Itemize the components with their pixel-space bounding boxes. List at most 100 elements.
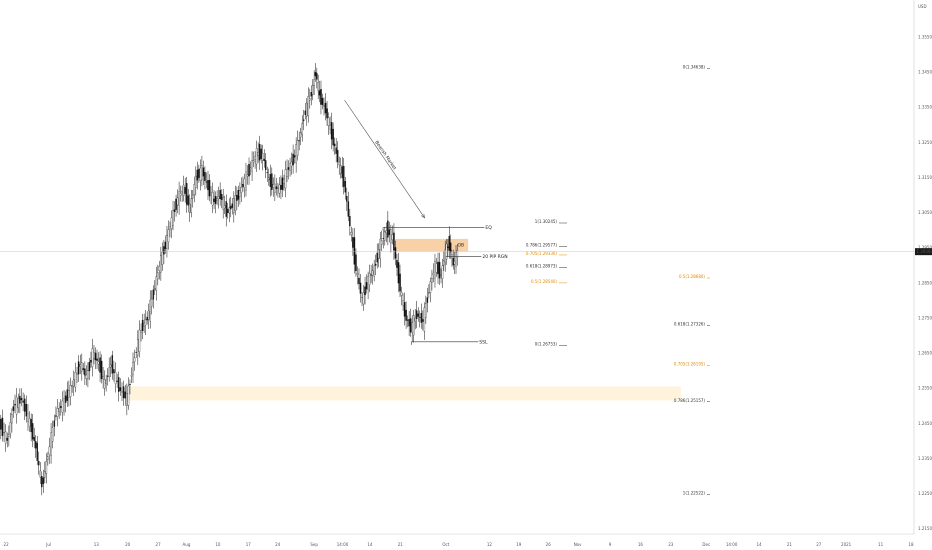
- candle-body: [97, 361, 100, 365]
- x-tick-label-20: 23: [668, 542, 674, 547]
- candle-body: [258, 144, 261, 161]
- candle-body: [230, 205, 232, 210]
- candle-body: [326, 108, 328, 119]
- candle-body: [277, 187, 279, 189]
- candle-body: [199, 167, 202, 181]
- candle-body: [100, 360, 103, 380]
- candle-body: [73, 379, 75, 387]
- candle-body: [393, 232, 395, 251]
- x-tick-label-8: 24: [275, 542, 281, 547]
- candle-body: [51, 427, 54, 442]
- candle-body: [12, 406, 15, 411]
- candle-body: [217, 196, 220, 200]
- candle-body: [335, 147, 337, 154]
- candle-body: [425, 303, 427, 318]
- candle-body: [330, 122, 333, 140]
- annotation-arrow-head: [421, 213, 426, 219]
- candle-body: [365, 282, 368, 290]
- candle-body: [257, 152, 259, 156]
- level-label-0: EQ: [485, 225, 492, 231]
- candle-body: [210, 192, 212, 195]
- x-tick-label-28: 18: [908, 542, 914, 547]
- candle-body: [109, 364, 112, 368]
- x-tick-label-24: 21: [787, 542, 793, 547]
- candle-body: [143, 322, 145, 327]
- candle-body: [411, 322, 413, 333]
- candle-body: [28, 418, 31, 427]
- x-tick-label-2: 13: [94, 542, 100, 547]
- candle-body: [185, 183, 188, 205]
- candle-body: [455, 251, 457, 267]
- candle-body: [140, 330, 142, 333]
- y-tick-label-9: 1.26500: [918, 351, 932, 356]
- candle-body: [4, 431, 7, 444]
- x-tick-label-15: 19: [516, 542, 522, 547]
- candle-body: [56, 408, 59, 417]
- candle-body: [321, 97, 324, 106]
- candle-body: [61, 400, 64, 413]
- candle-body: [431, 278, 433, 283]
- candle-body: [166, 235, 168, 249]
- candle-body: [417, 313, 420, 317]
- candle-body: [390, 229, 392, 244]
- candle-body: [79, 364, 82, 367]
- fib-right-label-1: 0.5(1.28680): [679, 274, 705, 279]
- candle-body: [222, 197, 224, 210]
- candle-body: [316, 73, 318, 80]
- fib-left-label-2: 0.705(1.29336): [526, 251, 558, 256]
- fib-right-label-3: 0.705(1.26195): [674, 361, 706, 366]
- x-tick-label-26: 2021: [841, 542, 852, 547]
- candle-body: [370, 274, 372, 276]
- candle-body: [55, 415, 57, 417]
- candle-body: [324, 102, 327, 114]
- candle-body: [202, 167, 205, 177]
- candle-body: [310, 92, 313, 97]
- candle-body: [292, 153, 294, 166]
- candle-body: [82, 368, 85, 370]
- candle-body: [338, 161, 340, 166]
- candle-body: [53, 420, 56, 427]
- candle-body: [412, 315, 415, 336]
- candle-body: [287, 167, 290, 170]
- candle-body: [400, 292, 403, 296]
- candle-body: [453, 260, 456, 265]
- candle-body: [105, 379, 107, 384]
- x-tick-label-12: 21: [398, 542, 404, 547]
- candle-body: [193, 184, 196, 196]
- candle-body: [45, 461, 48, 474]
- candle-body: [284, 169, 287, 189]
- y-tick-label-0: 1.35500: [918, 34, 932, 39]
- x-tick-label-5: Aug: [183, 542, 191, 547]
- candle-body: [361, 297, 363, 298]
- candle-body: [99, 357, 101, 373]
- candle-body: [182, 184, 185, 196]
- x-tick-label-11: 14: [367, 542, 373, 547]
- candle-body: [228, 207, 231, 214]
- candle-body: [38, 461, 40, 466]
- candle-body: [313, 79, 315, 86]
- candle-body: [435, 263, 438, 273]
- candle-body: [175, 198, 177, 210]
- candle-body: [359, 282, 362, 294]
- candle-body: [332, 128, 334, 146]
- candle-body: [314, 72, 317, 77]
- candle-body: [437, 261, 439, 275]
- candle-body: [127, 385, 130, 406]
- candle-body: [415, 310, 418, 320]
- candle-body: [108, 367, 110, 377]
- candle-body: [295, 144, 297, 164]
- candle-body: [178, 191, 180, 206]
- candle-body: [141, 319, 144, 332]
- candle-body: [299, 132, 302, 138]
- price-series: [0, 63, 459, 496]
- x-tick-label-25: 27: [816, 542, 822, 547]
- candle-body: [301, 123, 303, 135]
- x-tick-label-6: 10: [215, 542, 221, 547]
- candle-body: [317, 81, 319, 91]
- y-tick-label-8: 1.27500: [918, 315, 932, 320]
- zone-label-0: OB: [458, 243, 465, 249]
- x-tick-label-3: 20: [125, 542, 131, 547]
- candle-body: [30, 419, 32, 433]
- candle-body: [179, 193, 182, 196]
